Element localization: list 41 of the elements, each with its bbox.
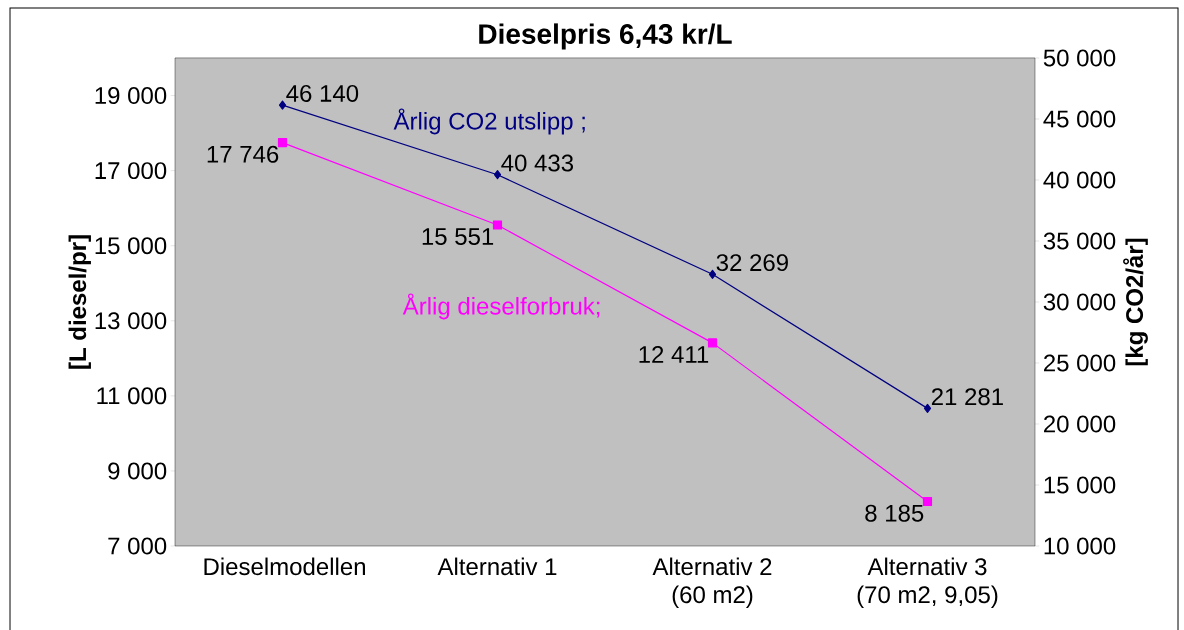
data-label: 12 411 bbox=[639, 346, 709, 363]
chart-title: Dieselpris 6,43 kr/L bbox=[479, 23, 732, 50]
y2-tick-label: 25 000 bbox=[1044, 354, 1116, 372]
y2-tick-label: 15 000 bbox=[1044, 476, 1116, 494]
y2-tick-label: 30 000 bbox=[1043, 293, 1116, 311]
y2-tick-label: 45 000 bbox=[1043, 110, 1116, 128]
y-tick-label: 17 000 bbox=[95, 162, 167, 180]
series-label: Årlig CO2 utslipp ; bbox=[393, 108, 585, 135]
data-label: 8 185 bbox=[865, 504, 924, 522]
y2-tick-label: 10 000 bbox=[1044, 537, 1116, 555]
y-tick-label: 11 000 bbox=[97, 387, 167, 405]
y-tick-label: 9 000 bbox=[108, 462, 167, 480]
x-tick-label: Alternativ 1 bbox=[437, 557, 557, 576]
y-tick-label: 19 000 bbox=[95, 87, 167, 105]
point bbox=[708, 269, 717, 279]
y-tick-label: 7 000 bbox=[108, 537, 167, 555]
data-label: 32 269 bbox=[716, 254, 788, 272]
y-tick-label: 15 000 bbox=[95, 237, 167, 255]
point bbox=[277, 138, 288, 148]
point bbox=[707, 338, 718, 348]
data-label: 17 746 bbox=[207, 145, 279, 163]
data-label: 15 551 bbox=[422, 228, 494, 245]
point bbox=[493, 170, 502, 180]
y-axis-title: [L diesel/pr] bbox=[68, 235, 91, 369]
y2-tick-label: 50 000 bbox=[1043, 49, 1116, 67]
data-label: 21 281 bbox=[931, 388, 1003, 406]
y2-axis-title: [kg CO2/år] bbox=[1123, 238, 1148, 366]
y2-tick-label: 40 000 bbox=[1043, 171, 1116, 189]
series-label: Årlig dieselforbruk; bbox=[402, 293, 600, 320]
point bbox=[922, 496, 933, 507]
x-tick-label: Alternativ 2 (60 m2) bbox=[652, 557, 772, 608]
x-tick-label: Alternativ 3 (70 m2, 9,05) bbox=[857, 557, 998, 608]
point bbox=[278, 100, 287, 110]
y2-tick-label: 35 000 bbox=[1043, 232, 1116, 250]
y2-tick-label: 20 000 bbox=[1044, 415, 1116, 433]
y-tick-label: 13 000 bbox=[95, 312, 167, 330]
data-label: 40 433 bbox=[501, 154, 574, 172]
point bbox=[492, 220, 503, 230]
point bbox=[923, 403, 932, 413]
data-label: 46 140 bbox=[286, 84, 359, 102]
x-tick-label: Dieselmodellen bbox=[204, 557, 365, 576]
